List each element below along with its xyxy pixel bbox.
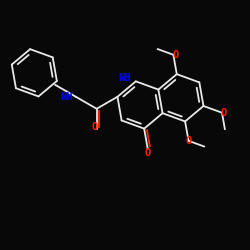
Text: NH: NH	[60, 92, 73, 102]
Text: NH: NH	[118, 73, 131, 83]
Text: O: O	[221, 108, 227, 118]
Text: O: O	[172, 50, 178, 60]
Text: O: O	[92, 122, 98, 132]
Text: O: O	[144, 148, 151, 158]
Text: O: O	[186, 136, 192, 146]
